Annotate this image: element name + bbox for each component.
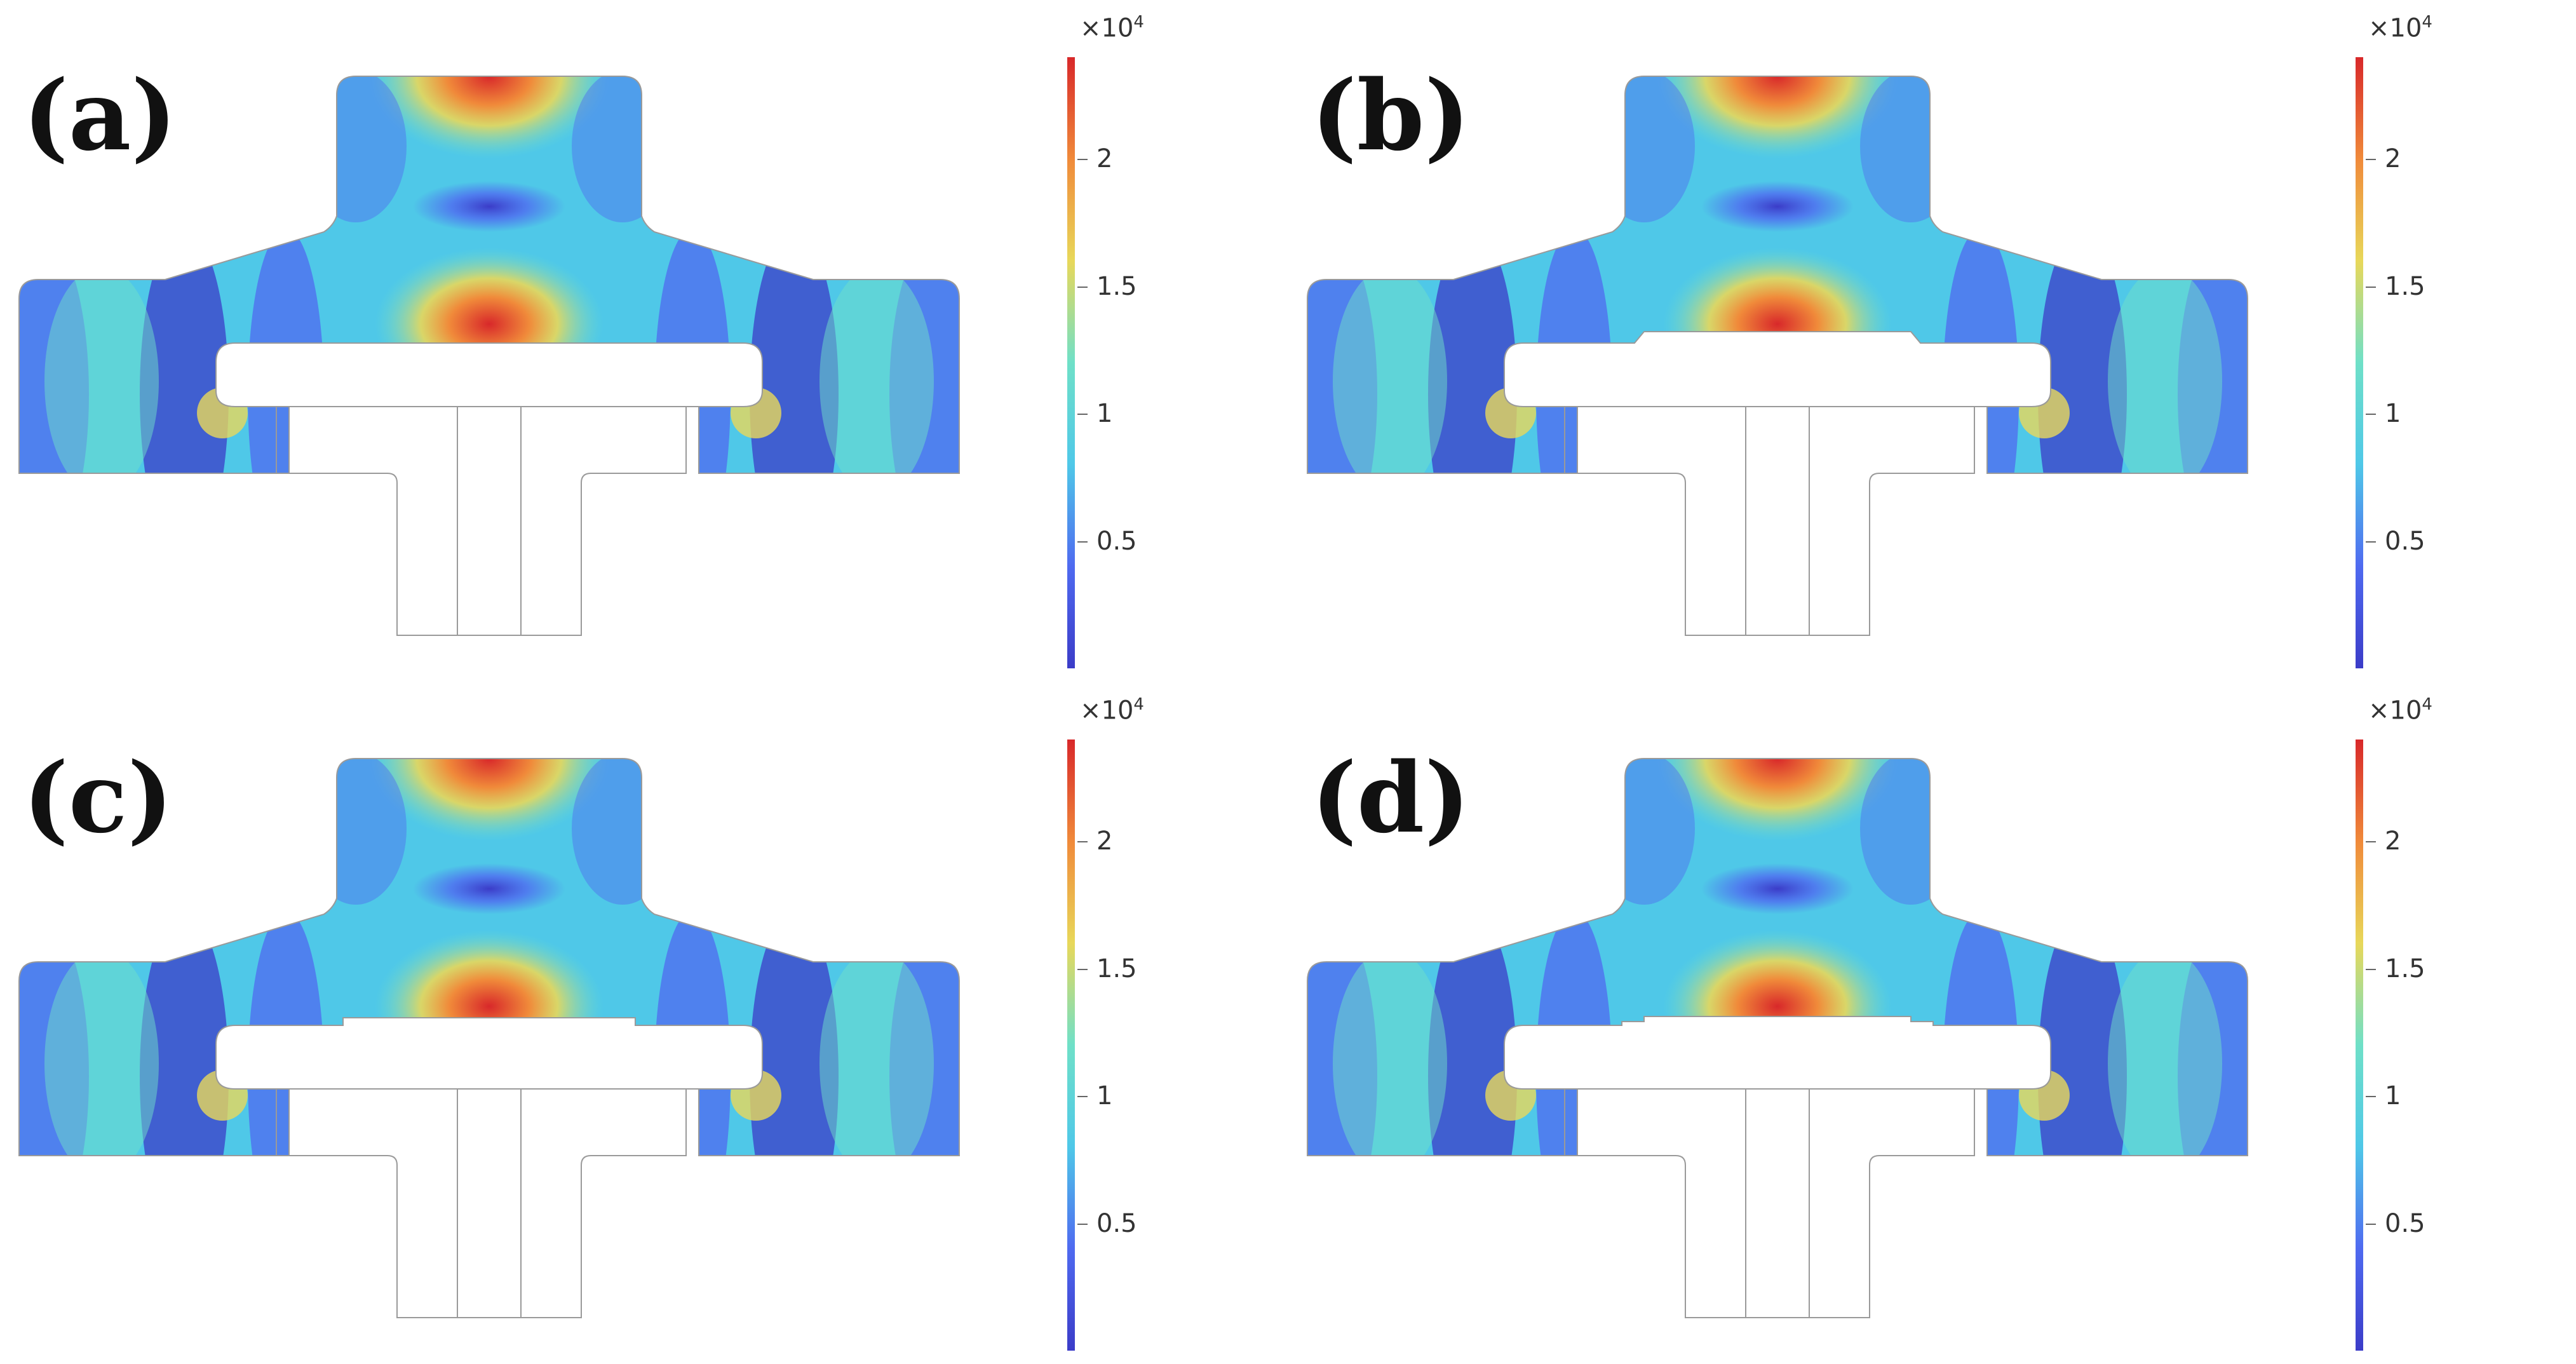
cavity-outline xyxy=(215,1017,763,1090)
colorbar-tick xyxy=(2366,968,2376,970)
colorbar-tick xyxy=(2366,1096,2376,1098)
colorbar-gradient xyxy=(2356,57,2363,668)
colorbar-tick-label: 2 xyxy=(2385,827,2401,856)
panel-b: (b) ×104 2 1.5 1 0.5 xyxy=(1288,0,2576,682)
colorbar-multiplier: ×104 xyxy=(2368,13,2432,43)
colorbar-tick-label: 1.5 xyxy=(2385,271,2425,301)
colorbar-tick xyxy=(1077,541,1088,543)
colorbar-tick xyxy=(2366,286,2376,288)
colorbar-tick xyxy=(1077,414,1088,415)
colorbar: ×104 2 1.5 1 0.5 xyxy=(2330,0,2572,682)
cavity-outline xyxy=(215,342,763,407)
colorbar-tick-label: 0.5 xyxy=(1096,526,1137,556)
colorbar-tick xyxy=(1077,1096,1088,1098)
colorbar-tick xyxy=(2366,1223,2376,1225)
field-plot xyxy=(1307,76,2248,636)
panel-d: (d) ×104 2 1.5 1 0.5 xyxy=(1288,682,2576,1364)
colorbar-tick-label: 2 xyxy=(2385,144,2401,174)
colorbar-tick xyxy=(2366,414,2376,415)
colorbar-multiplier: ×104 xyxy=(2368,695,2432,726)
colorbar: ×104 2 1.5 1 0.5 xyxy=(1042,0,1283,682)
t-insert-outline xyxy=(276,1088,699,1318)
colorbar-tick-label: 1 xyxy=(1096,399,1113,429)
panel-label: (a) xyxy=(23,58,177,172)
colorbar: ×104 2 1.5 1 0.5 xyxy=(2330,682,2572,1364)
colorbar-tick-label: 1 xyxy=(2385,1081,2401,1111)
t-insert-outline xyxy=(1564,406,1988,636)
colorbar-tick xyxy=(2366,159,2376,161)
field-plot xyxy=(18,758,960,1318)
colorbar-gradient xyxy=(2356,739,2363,1351)
colorbar-tick-label: 1 xyxy=(1096,1081,1113,1111)
colorbar-tick-label: 1.5 xyxy=(1096,271,1137,301)
colorbar: ×104 2 1.5 1 0.5 xyxy=(1042,682,1283,1364)
colorbar-tick-label: 2 xyxy=(1096,827,1113,856)
colorbar-tick-label: 1.5 xyxy=(2385,954,2425,983)
colorbar-tick xyxy=(2366,541,2376,543)
panel-a: (a) ×104 2 1.5 1 0.5 xyxy=(0,0,1288,682)
colorbar-gradient xyxy=(1067,739,1075,1351)
colorbar-tick-label: 2 xyxy=(1096,144,1113,174)
t-insert-outline xyxy=(276,406,699,636)
colorbar-tick xyxy=(1077,968,1088,970)
colorbar-tick xyxy=(1077,841,1088,843)
field-plot xyxy=(1307,758,2248,1318)
colorbar-tick xyxy=(1077,1223,1088,1225)
cavity-outline xyxy=(1504,331,2051,407)
colorbar-tick xyxy=(1077,159,1088,161)
colorbar-tick-label: 1.5 xyxy=(1096,954,1137,983)
cavity-outline xyxy=(1504,1016,2051,1090)
colorbar-tick-label: 0.5 xyxy=(1096,1208,1137,1238)
colorbar-tick-label: 0.5 xyxy=(2385,1208,2425,1238)
field-plot xyxy=(18,76,960,636)
colorbar-multiplier: ×104 xyxy=(1080,695,1144,726)
colorbar-gradient xyxy=(1067,57,1075,668)
colorbar-tick-label: 0.5 xyxy=(2385,526,2425,556)
colorbar-tick xyxy=(2366,841,2376,843)
panel-c: (c) ×104 2 1.5 1 0.5 xyxy=(0,682,1288,1364)
t-insert-outline xyxy=(1564,1088,1988,1318)
colorbar-tick xyxy=(1077,286,1088,288)
colorbar-tick-label: 1 xyxy=(2385,399,2401,429)
panel-label: (c) xyxy=(23,741,173,854)
panel-label: (d) xyxy=(1311,741,1471,854)
colorbar-multiplier: ×104 xyxy=(1080,13,1144,43)
panel-label: (b) xyxy=(1311,58,1471,172)
